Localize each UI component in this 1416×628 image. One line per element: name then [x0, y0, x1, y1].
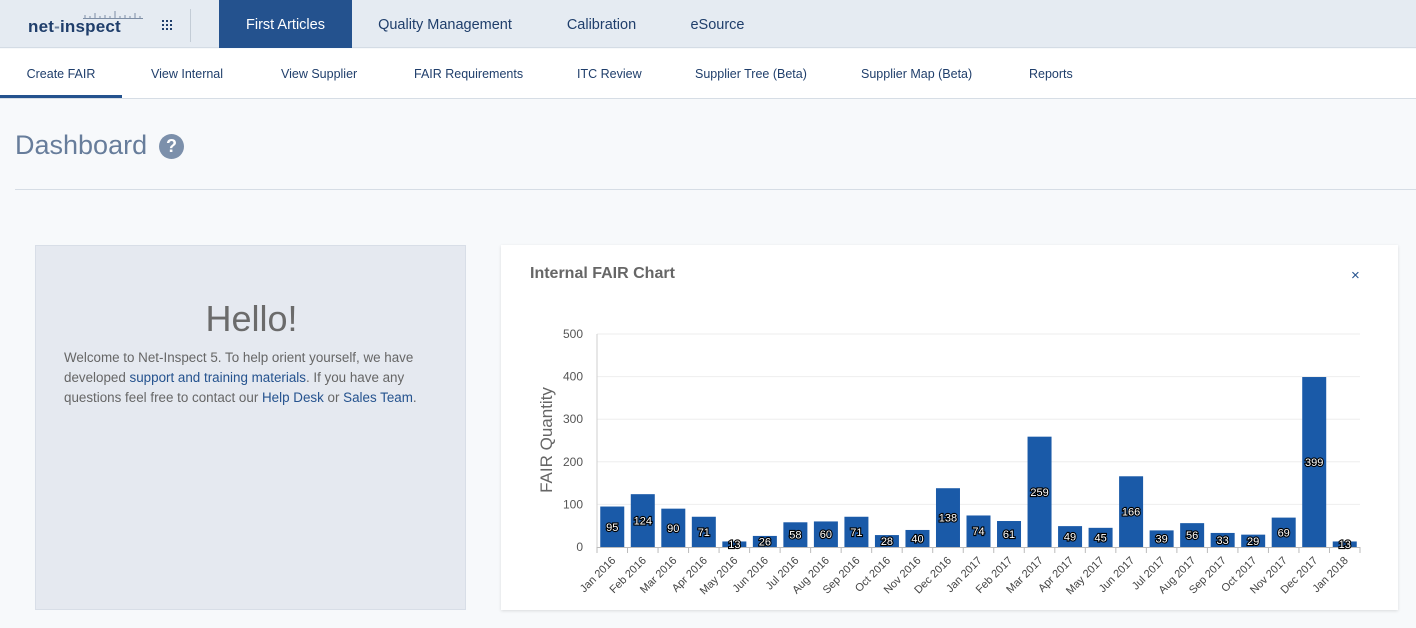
bar-value-label: 49	[1064, 532, 1076, 544]
chart-title: Internal FAIR Chart	[530, 265, 675, 282]
y-tick-label: 300	[563, 412, 583, 426]
subtab-fair-requirements[interactable]: FAIR Requirements	[414, 67, 524, 81]
net-inspect-logo[interactable]: net-inspect	[28, 10, 148, 38]
chart-bar	[1302, 377, 1327, 547]
tab-first-articles[interactable]: First Articles	[219, 0, 352, 48]
welcome-text: Welcome to Net-Inspect 5. To help orient…	[64, 350, 417, 405]
bar-value-label: 399	[1305, 457, 1323, 469]
chart-bar	[935, 488, 960, 547]
bar-value-label: 40	[911, 533, 923, 545]
sub-navigation-bar: Create FAIR View Internal View Supplier …	[0, 49, 1416, 99]
chart-bar	[905, 529, 930, 547]
bar-value-label: 39	[1155, 534, 1167, 546]
chart-bar	[813, 521, 838, 547]
logo-text: net-inspect	[28, 17, 121, 36]
chart-bar	[1271, 517, 1296, 547]
bar-value-label: 138	[939, 513, 957, 525]
bar-value-label: 95	[606, 522, 618, 534]
bar-value-label: 56	[1186, 530, 1198, 542]
chart-bar	[1149, 530, 1174, 547]
y-tick-label: 400	[563, 370, 583, 384]
subtab-reports[interactable]: Reports	[1029, 67, 1073, 81]
chart-bar	[1058, 526, 1083, 547]
y-tick-label: 0	[576, 540, 583, 554]
chart-bar	[783, 522, 808, 547]
bar-value-label: 33	[1217, 535, 1229, 547]
bar-value-label: 71	[698, 527, 710, 539]
bar-value-label: 26	[759, 536, 771, 548]
y-axis-title: FAIR Quantity	[537, 387, 556, 493]
help-icon[interactable]: ?	[159, 134, 184, 159]
bar-value-label: 166	[1122, 507, 1140, 519]
chart-bar	[1241, 534, 1266, 547]
bar-value-label: 58	[789, 530, 801, 542]
chart-bar	[1210, 532, 1235, 547]
y-tick-label: 200	[563, 455, 583, 469]
chart-bar	[1332, 541, 1357, 547]
subtab-supplier-tree[interactable]: Supplier Tree (Beta)	[695, 67, 807, 81]
bar-value-label: 61	[1003, 529, 1015, 541]
sales-team-link[interactable]: Sales Team	[343, 390, 413, 405]
welcome-heading: Hello!	[205, 298, 298, 339]
chart-bar	[844, 516, 869, 547]
chart-bar	[752, 535, 777, 547]
topbar-divider	[190, 9, 191, 42]
bar-value-label: 124	[634, 516, 652, 528]
bar-value-label: 29	[1247, 536, 1259, 548]
chart-bar	[1088, 527, 1113, 547]
bar-value-label: 259	[1030, 487, 1048, 499]
subtab-itc-review[interactable]: ITC Review	[577, 67, 642, 81]
tab-quality-management[interactable]: Quality Management	[378, 17, 512, 33]
chart-bar	[1119, 476, 1144, 547]
chart-bar	[630, 494, 655, 547]
bar-value-label: 90	[667, 523, 679, 535]
help-desk-link[interactable]: Help Desk	[262, 390, 324, 405]
bar-value-label: 28	[881, 536, 893, 548]
subtab-create-fair[interactable]: Create FAIR	[0, 49, 122, 98]
subtab-view-internal[interactable]: View Internal	[151, 67, 224, 81]
chart-bar	[1027, 436, 1052, 547]
bar-value-label: 13	[1339, 539, 1351, 551]
bar-value-label: 69	[1278, 527, 1290, 539]
chart-bar	[966, 515, 991, 547]
subtab-view-supplier[interactable]: View Supplier	[281, 67, 358, 81]
chart-bar	[600, 506, 625, 547]
chart-bar	[661, 508, 686, 547]
tab-esource[interactable]: eSource	[690, 17, 745, 33]
title-divider	[15, 189, 1416, 190]
bar-value-label: 60	[820, 529, 832, 541]
y-tick-label: 100	[563, 497, 583, 511]
bar-value-label: 74	[972, 526, 984, 538]
page-title: Dashboard	[15, 130, 148, 160]
welcome-card: Hello! Welcome to Net-Inspect 5. To help…	[35, 245, 466, 610]
y-tick-label: 500	[563, 327, 583, 341]
subtab-supplier-map[interactable]: Supplier Map (Beta)	[861, 67, 973, 81]
close-icon[interactable]: ×	[1351, 267, 1360, 284]
app-grid-icon[interactable]	[162, 20, 172, 30]
bar-value-label: 13	[728, 539, 740, 551]
internal-fair-chart-card: 0 100 200 300 400 500 FAIR Quantity 95 Jan 2016 1…	[501, 245, 1398, 610]
tab-calibration[interactable]: Calibration	[566, 17, 637, 33]
chart-bar	[874, 535, 899, 547]
bar-value-label: 45	[1094, 532, 1106, 544]
support-training-link[interactable]: support and training materials	[129, 370, 306, 385]
logo-ruler-graphic	[83, 11, 143, 19]
top-navigation-bar: net-inspect First Articles Quality Manag…	[0, 0, 1416, 48]
chart-bar	[1180, 523, 1205, 547]
bar-value-label: 71	[850, 527, 862, 539]
chart-bar	[691, 516, 716, 547]
chart-bar	[722, 541, 747, 547]
chart-bar	[997, 521, 1022, 547]
